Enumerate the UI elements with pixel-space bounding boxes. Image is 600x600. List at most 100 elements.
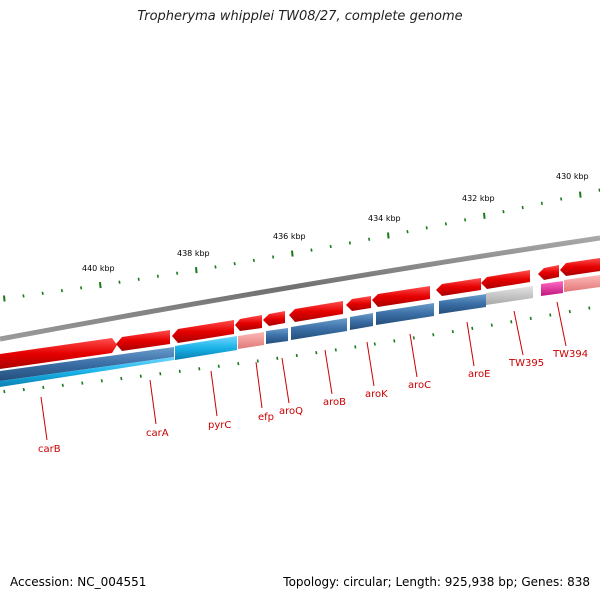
track-tick — [3, 295, 6, 302]
leader-line — [281, 357, 290, 404]
cog-magenta-feature — [541, 281, 563, 296]
track-tick — [22, 294, 25, 298]
label-leader-lines — [40, 301, 567, 441]
track-tick — [471, 326, 474, 331]
track-tick — [22, 387, 25, 392]
gene-label-TW395: TW395 — [508, 358, 544, 369]
accession-text: Accession: NC_004551 — [10, 575, 147, 589]
gene-cds-feature — [172, 320, 234, 343]
track-tick — [393, 339, 396, 343]
gene-label-aroK: aroK — [365, 389, 388, 400]
cog-blue-feature — [350, 313, 373, 330]
track-tick — [137, 277, 140, 281]
gene-label-carA: carA — [146, 428, 169, 439]
scale-label-430: 430 kbp — [556, 172, 589, 181]
track-tick — [387, 232, 390, 239]
track-tick — [354, 345, 357, 349]
track-tick — [291, 250, 294, 257]
cog-pink-feature — [238, 332, 264, 349]
scale-label-434: 434 kbp — [368, 214, 401, 223]
track-tick — [540, 201, 543, 205]
cog-grey-feature — [486, 286, 533, 305]
gc-skew-track — [3, 306, 591, 394]
track-tick — [217, 364, 220, 368]
track-tick — [256, 359, 259, 363]
genome-summary-text: Topology: circular; Length: 925,938 bp; … — [283, 575, 590, 589]
track-tick — [502, 210, 505, 214]
cog-cyan-feature — [175, 336, 237, 360]
track-tick — [80, 286, 83, 290]
track-tick — [272, 255, 275, 259]
track-tick — [560, 197, 563, 201]
leader-line — [40, 396, 48, 441]
leader-line — [324, 349, 333, 395]
track-tick — [432, 333, 435, 337]
gene-TW394-feature — [538, 265, 559, 280]
track-tick — [176, 271, 179, 275]
track-tick — [315, 351, 318, 355]
gene-cds-feature — [560, 258, 600, 276]
track-tick — [42, 385, 45, 390]
leader-line — [210, 370, 218, 417]
track-tick — [368, 237, 371, 241]
track-tick — [178, 369, 181, 373]
track-tick — [156, 274, 159, 278]
leader-line — [409, 333, 418, 378]
track-tick — [139, 374, 142, 378]
gene-label-pyrC: pyrC — [208, 420, 231, 431]
scale-label-436: 436 kbp — [273, 232, 306, 241]
leader-line — [255, 361, 263, 409]
track-tick — [588, 306, 591, 310]
track-tick — [61, 383, 64, 387]
track-tick — [412, 336, 415, 340]
gene-aroK-feature — [346, 296, 371, 311]
map-title: Tropheryma whipplei TW08/27, complete ge… — [137, 9, 463, 24]
gene-label-aroC: aroC — [408, 380, 431, 391]
leader-line — [149, 379, 157, 425]
cog-blue-feature — [439, 294, 486, 314]
scale-label-440: 440 kbp — [82, 264, 115, 273]
track-tick — [521, 205, 524, 210]
gene-label-efp: efp — [258, 412, 274, 423]
track-tick — [549, 313, 552, 317]
track-tick — [60, 288, 63, 293]
cog-blue-feature — [376, 303, 434, 325]
gene-label-aroB: aroB — [323, 397, 346, 408]
cog-blue-feature — [266, 328, 288, 344]
track-tick — [81, 381, 84, 385]
cog-track — [0, 275, 600, 387]
gene-aroB-feature — [289, 301, 343, 322]
cog-pink-feature — [564, 275, 600, 292]
gene-aroE-feature — [436, 278, 481, 296]
cog-blue-feature — [291, 318, 347, 340]
leader-line — [556, 301, 567, 347]
track-tick — [3, 389, 6, 394]
track-tick — [425, 226, 428, 230]
track-tick — [334, 348, 337, 352]
track-tick — [329, 244, 332, 249]
leader-line — [466, 321, 475, 367]
gene-carB-feature — [0, 338, 117, 369]
cog-blue-feature — [0, 347, 174, 381]
gene-efp-feature — [235, 315, 262, 331]
scale-label-438: 438 kbp — [177, 249, 210, 258]
cog-cyan-feature — [0, 357, 174, 387]
track-tick — [198, 367, 201, 371]
gene-label-carB: carB — [38, 444, 61, 455]
track-tick — [373, 342, 376, 346]
track-tick — [490, 323, 493, 327]
track-tick — [100, 379, 103, 383]
track-tick — [159, 372, 162, 376]
track-tick — [118, 280, 121, 284]
gene-aroC-feature — [372, 286, 430, 307]
track-tick — [579, 191, 582, 198]
track-tick — [406, 230, 409, 234]
track-tick — [310, 248, 313, 252]
track-tick — [295, 353, 298, 358]
track-tick — [483, 212, 486, 219]
gene-label-aroE: aroE — [468, 369, 490, 380]
track-tick — [348, 241, 351, 245]
scale-label-432: 432 kbp — [462, 194, 495, 203]
gene-TW395-feature — [481, 270, 530, 289]
